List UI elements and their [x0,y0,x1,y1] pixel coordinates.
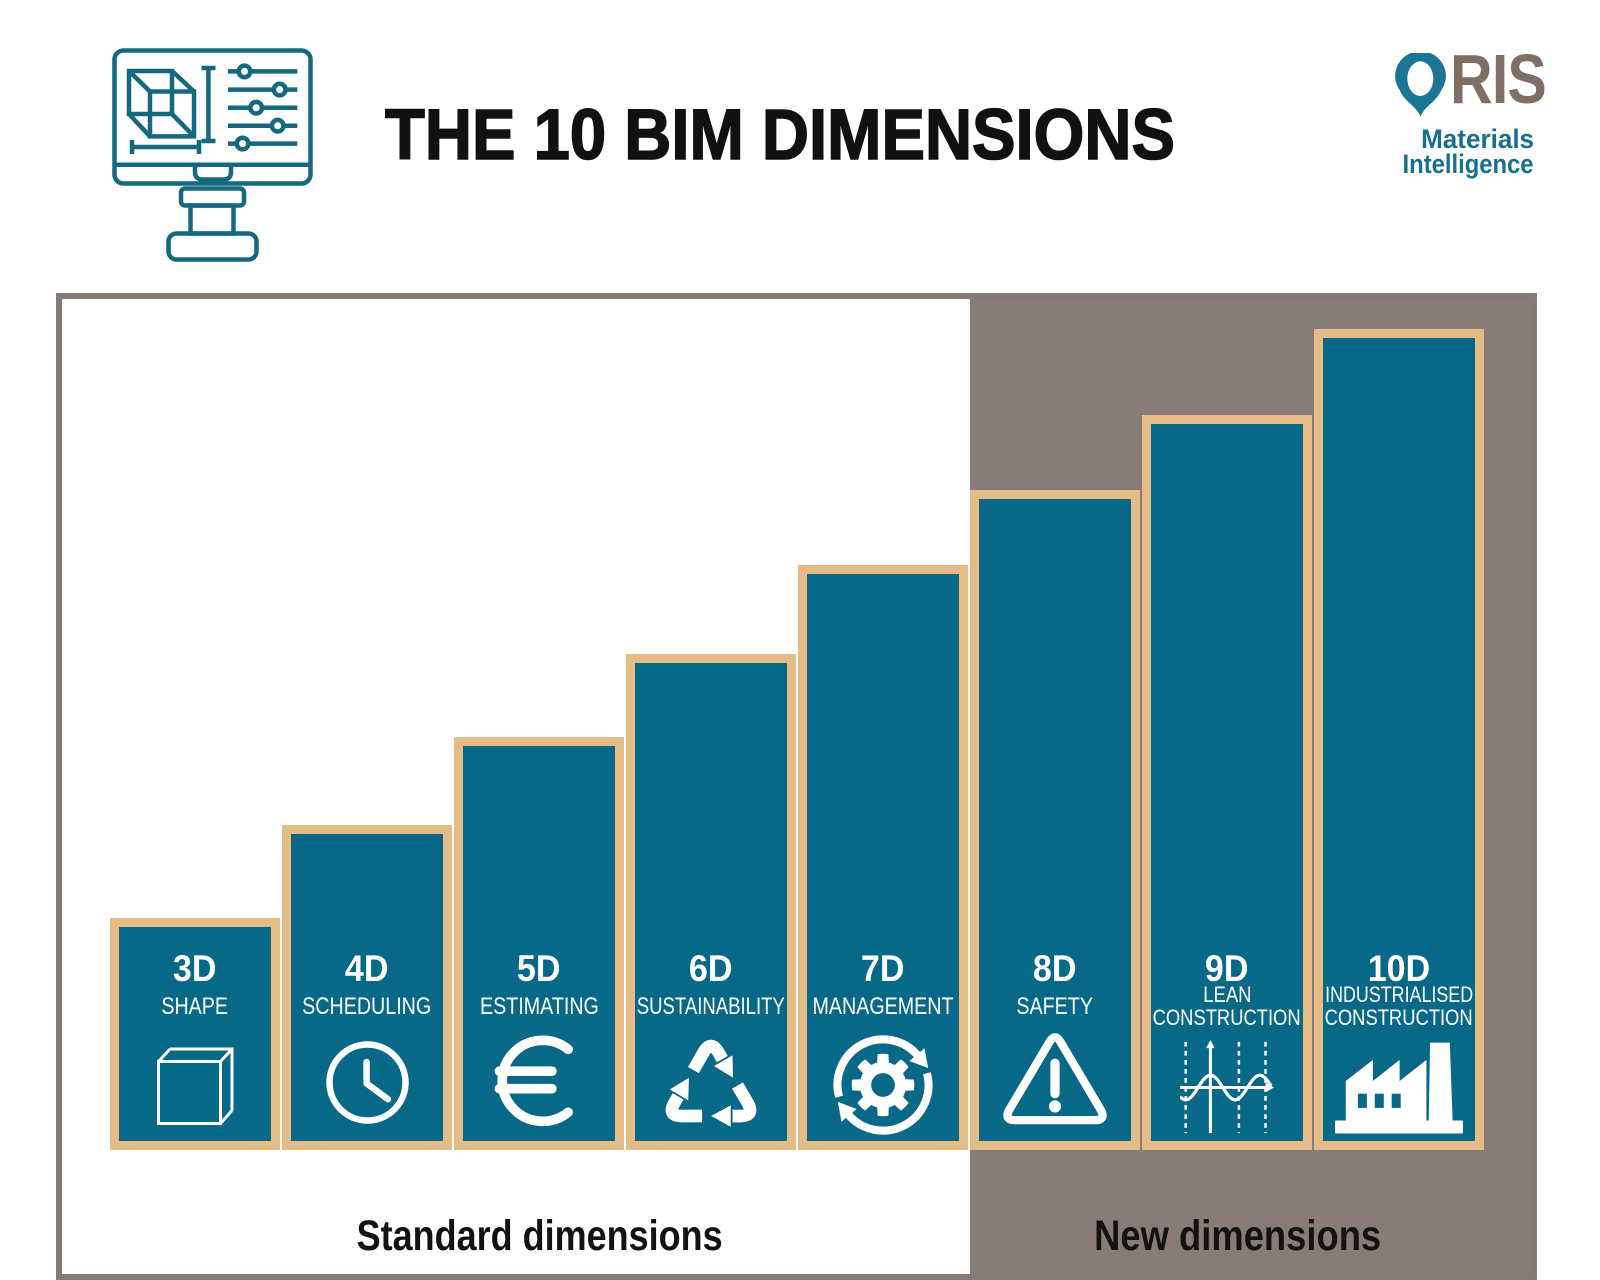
caption-new-dimensions: New dimensions [938,1214,1538,1258]
bar-subtitle: ESTIMATING [467,993,612,1020]
bar-label: 6D SUSTAINABILITY [635,935,787,1141]
bar-number-text: 6D [689,948,733,989]
logo-tagline-text: Intelligence [1403,149,1534,179]
bar-number-text: 10D [1367,948,1431,989]
page-title: THE 10 BIM DIMENSIONS [330,96,1230,175]
bar-subtitle: MANAGEMENT [797,993,969,1020]
bar-10d-industrialised-construction: 10D INDUSTRIALISED CONSTRUCTION [1314,329,1484,1150]
bar-number: 6D [687,950,734,988]
bar-subtitle: SCHEDULING [288,993,445,1020]
factory-icon [1323,1024,1475,1134]
bar-number: 5D [515,950,562,988]
bar-7d-management: 7D MANAGEMENT [798,565,968,1150]
bar-number: 8D [1031,950,1078,988]
vertical-dimension-line [201,65,216,144]
lean-chart-icon [1151,1025,1303,1135]
recycle-icon [635,1027,787,1137]
bar-number: 10D [1365,950,1433,988]
monitor-stand-base [166,231,259,262]
bar-subtitle: LEAN CONSTRUCTION [1136,983,1317,1029]
map-pin-o-icon [1395,53,1446,117]
bar-subtitle-text: SUSTAINABILITY [637,993,786,1020]
bar-label: 3D SHAPE [119,935,271,1141]
caption-text: Standard dimensions [357,1212,723,1260]
bar-subtitle: INDUSTRIALISED CONSTRUCTION [1306,983,1492,1029]
bar-subtitle-text: CONSTRUCTION [1325,1005,1473,1030]
bar-subtitle-text: CONSTRUCTION [1153,1005,1301,1030]
oris-logo: RIS Materials Intelligence [1392,44,1552,180]
bar-subtitle: SUSTAINABILITY [615,993,807,1020]
logo-ris-text: RIS [1450,40,1547,118]
logo-tagline-line2: Intelligence [1374,149,1534,179]
caption-standard-dimensions: Standard dimensions [240,1214,840,1258]
bar-3d-shape: 3D SHAPE [110,918,280,1150]
bar-subtitle: SHAPE [154,993,235,1020]
logo-tagline: Materials Intelligence [1374,124,1534,179]
euro-icon [463,1017,615,1127]
bar-subtitle-text: SCHEDULING [302,993,432,1020]
bar-number-text: 8D [1033,948,1077,989]
bar-number: 7D [859,950,906,988]
bar-5d-estimating: 5D ESTIMATING [454,737,624,1150]
bar-subtitle-text: LEAN [1202,982,1252,1007]
page-title-text: THE 10 BIM DIMENSIONS [384,96,1175,175]
gear-icon [807,1029,959,1139]
horizontal-dimension-line [129,140,202,154]
bar-label: 8D SAFETY [979,935,1131,1141]
bar-subtitle-text: SAFETY [1016,993,1094,1020]
bar-number: 3D [171,950,218,988]
bar-8d-safety: 8D SAFETY [970,490,1140,1150]
bar-subtitle-text: MANAGEMENT [812,993,954,1020]
bar-label: 5D ESTIMATING [463,935,615,1141]
bar-label: 4D SCHEDULING [291,935,443,1141]
logo-tagline-text: Materials [1421,124,1534,154]
bar-6d-sustainability: 6D SUSTAINABILITY [626,654,796,1150]
bar-number-text: 9D [1205,948,1249,989]
bar-subtitle-text: SHAPE [161,993,229,1020]
monitor-screen [112,48,313,186]
bar-number: 9D [1203,950,1250,988]
wireframe-cube [126,68,197,139]
bar-label: 7D MANAGEMENT [807,935,959,1141]
clock-icon [291,1017,443,1127]
bar-subtitle: SAFETY [1008,993,1101,1020]
cube-icon [119,1015,271,1125]
bar-number-text: 7D [861,948,905,989]
bar-number-text: 4D [345,948,389,989]
bar-9d-lean-construction: 9D LEAN CONSTRUCTION [1142,415,1312,1150]
slider-lines [227,63,298,152]
bar-number: 4D [343,950,390,988]
bar-4d-scheduling: 4D SCHEDULING [282,825,452,1150]
bar-subtitle-text: ESTIMATING [479,993,599,1020]
caption-text: New dimensions [1094,1212,1382,1260]
safety-warning-icon [979,1017,1131,1127]
bar-label: 10D INDUSTRIALISED CONSTRUCTION [1323,935,1475,1141]
bar-subtitle-text: INDUSTRIALISED [1325,982,1474,1007]
bar-number-text: 3D [173,948,217,989]
logo-tagline-line1: Materials [1374,124,1534,154]
monitor-notch [192,165,234,182]
bar-number-text: 5D [517,948,561,989]
bim-monitor-icon [112,48,313,262]
bar-label: 9D LEAN CONSTRUCTION [1151,935,1303,1141]
